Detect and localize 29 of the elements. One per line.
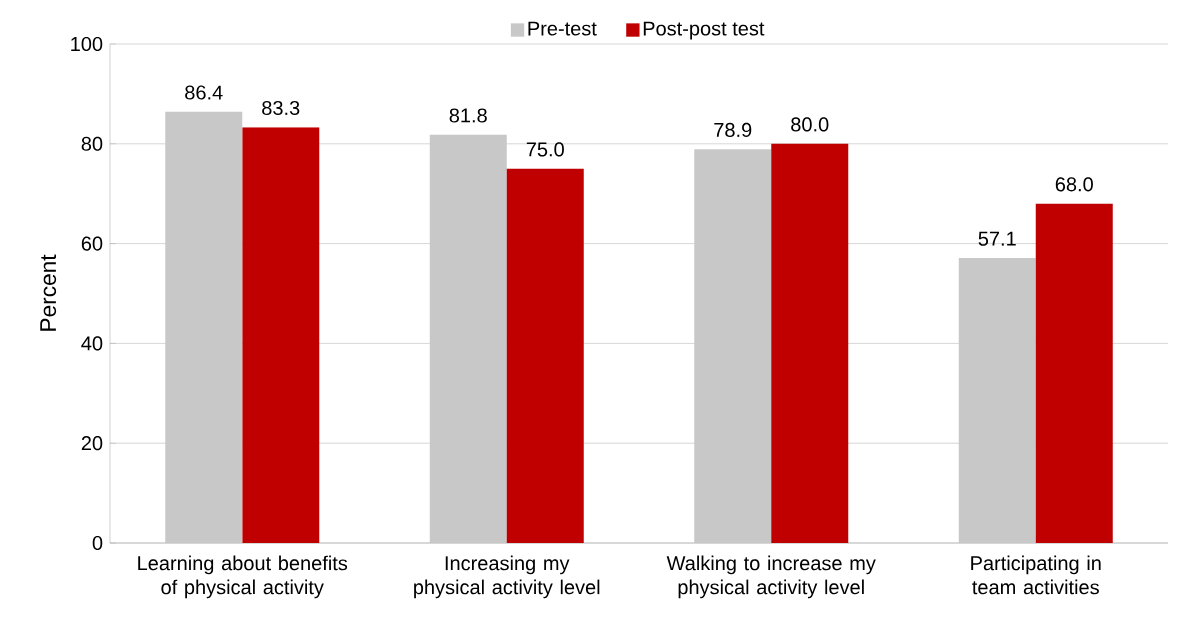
y-tick-label: 20	[81, 436, 103, 451]
data-label: 68.0	[1055, 177, 1093, 192]
bar	[506, 168, 584, 543]
bar	[694, 149, 772, 543]
data-label: 78.9	[714, 122, 752, 138]
data-label: 80.0	[791, 117, 829, 132]
bar	[958, 258, 1036, 543]
x-tick-label: Learning about benefits of physical activity	[138, 555, 348, 599]
x-tick-label: Walking to increase my physical activity level	[666, 555, 876, 599]
data-label: 75.0	[526, 142, 564, 157]
x-tick-label: Increasing my physical activity level	[414, 555, 600, 599]
x-tick-label: Participating in team activities	[971, 555, 1101, 595]
legend-label: Pre-test	[528, 21, 597, 36]
bar	[242, 127, 320, 543]
y-tick-label: 80	[81, 136, 103, 151]
data-label: 86.4	[185, 85, 223, 100]
data-label: 83.3	[262, 100, 300, 116]
bar	[771, 143, 849, 543]
y-axis-title: Percent	[40, 254, 57, 331]
y-tick-label: 100	[71, 36, 103, 52]
y-tick-label: 60	[81, 236, 103, 251]
data-label: 81.8	[449, 108, 487, 123]
legend-label: Post-post test	[643, 21, 765, 40]
data-label: 57.1	[978, 231, 1016, 246]
y-tick-label: 0	[92, 535, 103, 551]
y-tick-label: 40	[81, 336, 103, 351]
bar	[1035, 203, 1113, 543]
bar	[429, 134, 507, 543]
bar	[165, 111, 243, 543]
